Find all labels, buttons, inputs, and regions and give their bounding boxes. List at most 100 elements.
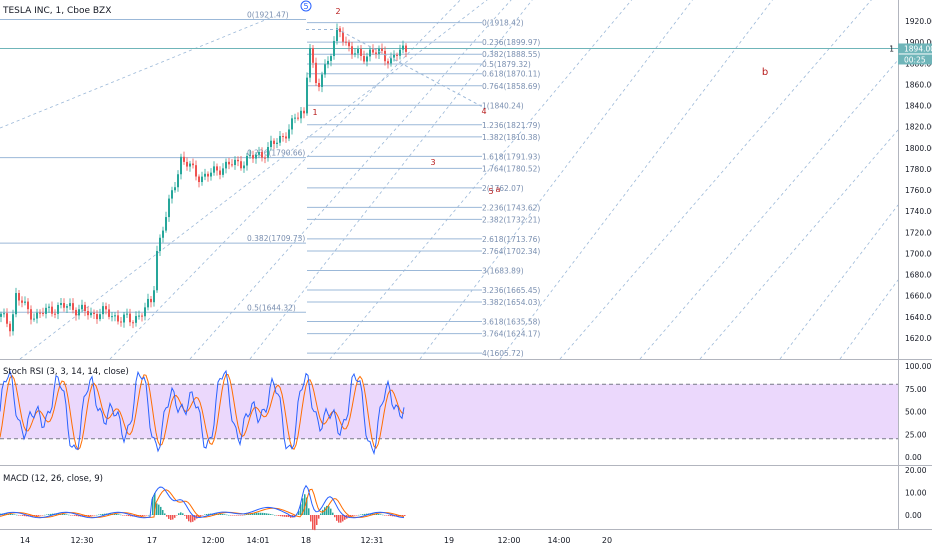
main-pane[interactable]: [0, 0, 898, 359]
candle-body[interactable]: [69, 303, 71, 307]
candle-body[interactable]: [222, 168, 224, 175]
fan-line[interactable]: [329, 0, 640, 360]
candle-body[interactable]: [180, 156, 182, 175]
candle-body[interactable]: [150, 298, 152, 303]
fan-line[interactable]: [0, 17, 271, 129]
candle-body[interactable]: [9, 323, 11, 332]
candle-body[interactable]: [318, 83, 320, 87]
candle-body[interactable]: [102, 306, 104, 315]
candle-body[interactable]: [312, 48, 314, 63]
candle-body[interactable]: [201, 176, 203, 183]
candle-body[interactable]: [258, 151, 260, 155]
candle-body[interactable]: [243, 165, 245, 169]
candle-body[interactable]: [156, 250, 158, 291]
candle-body[interactable]: [345, 41, 347, 43]
candle-body[interactable]: [303, 110, 305, 114]
candle-body[interactable]: [198, 176, 200, 183]
candle-body[interactable]: [186, 161, 188, 167]
candle-body[interactable]: [321, 74, 323, 87]
candle-body[interactable]: [396, 54, 398, 56]
candle-body[interactable]: [72, 303, 74, 310]
candle-body[interactable]: [78, 309, 80, 316]
candle-body[interactable]: [246, 155, 248, 166]
stoch-rsi-axis[interactable]: 100.00 75.00 50.00 25.00 0.00: [905, 362, 931, 462]
candle-body[interactable]: [342, 31, 344, 42]
wave-label-3[interactable]: 3: [430, 158, 435, 167]
candle-body[interactable]: [0, 313, 2, 317]
fib-extension-right[interactable]: 0(1918.42)0.236(1899.97)0.382(1888.55)0.…: [307, 19, 540, 358]
symbol-title[interactable]: TESLA INC, 1, Cboe BZX: [2, 6, 111, 16]
fan-line[interactable]: [249, 0, 540, 360]
candle-body[interactable]: [204, 173, 206, 177]
candle-body[interactable]: [3, 313, 5, 315]
candle-body[interactable]: [177, 174, 179, 188]
candle-body[interactable]: [225, 161, 227, 169]
candle-body[interactable]: [234, 159, 236, 166]
wave-label-circled-5[interactable]: 5: [303, 2, 308, 11]
candle-body[interactable]: [27, 301, 29, 310]
candle-body[interactable]: [114, 315, 116, 317]
candle-body[interactable]: [231, 164, 233, 166]
candle-body[interactable]: [240, 161, 242, 169]
candle-body[interactable]: [294, 117, 296, 119]
wave-label-a[interactable]: a: [496, 185, 501, 194]
candle-body[interactable]: [291, 118, 293, 130]
candle-body[interactable]: [252, 155, 254, 159]
candle-body[interactable]: [21, 300, 23, 303]
candle-body[interactable]: [363, 55, 365, 62]
candle-body[interactable]: [336, 28, 338, 42]
stoch-rsi-title[interactable]: Stoch RSI (3, 3, 14, 14, close): [3, 367, 129, 377]
candle-body[interactable]: [195, 165, 197, 177]
fan-line[interactable]: [419, 0, 700, 360]
candle-body[interactable]: [84, 304, 86, 311]
candle-body[interactable]: [15, 293, 17, 315]
wave-label-5[interactable]: 5: [488, 187, 493, 196]
gann-fan-lines[interactable]: [0, 0, 899, 360]
candle-body[interactable]: [93, 312, 95, 315]
candle-body[interactable]: [135, 316, 137, 323]
candle-body[interactable]: [51, 306, 53, 314]
candle-body[interactable]: [45, 307, 47, 314]
fan-line[interactable]: [19, 0, 500, 360]
fan-line[interactable]: [839, 279, 899, 360]
candle-body[interactable]: [330, 56, 332, 61]
wave-label-2[interactable]: 2: [335, 7, 340, 16]
candle-body[interactable]: [96, 314, 98, 320]
candle-body[interactable]: [126, 313, 128, 315]
candle-body[interactable]: [357, 48, 359, 54]
candle-body[interactable]: [75, 309, 77, 316]
stoch-rsi-d-line[interactable]: [0, 373, 405, 451]
price-candles[interactable]: [0, 23, 407, 337]
candle-body[interactable]: [159, 237, 161, 251]
price-axis[interactable]: 1920.001900.001880.001860.001840.001820.…: [905, 17, 932, 343]
wave-projection-line[interactable]: [306, 28, 485, 109]
candle-body[interactable]: [90, 312, 92, 316]
fan-line[interactable]: [499, 0, 780, 360]
candle-body[interactable]: [402, 45, 404, 50]
candle-body[interactable]: [39, 312, 41, 314]
candle-body[interactable]: [324, 64, 326, 75]
candle-body[interactable]: [297, 117, 299, 119]
candle-body[interactable]: [153, 290, 155, 303]
candle-body[interactable]: [63, 303, 65, 308]
candle-body[interactable]: [171, 190, 173, 199]
candle-body[interactable]: [249, 155, 251, 157]
macd-line[interactable]: [0, 484, 405, 519]
macd-title[interactable]: MACD (12, 26, close, 9): [3, 474, 103, 484]
candle-body[interactable]: [144, 307, 146, 317]
candle-body[interactable]: [183, 156, 185, 162]
candle-body[interactable]: [129, 313, 131, 323]
candle-body[interactable]: [255, 154, 257, 159]
candle-body[interactable]: [333, 41, 335, 57]
candle-body[interactable]: [30, 309, 32, 320]
fan-line[interactable]: [189, 0, 520, 360]
candle-body[interactable]: [168, 198, 170, 218]
fan-line[interactable]: [779, 204, 899, 360]
wave-5-circle[interactable]: [300, 0, 312, 12]
candle-body[interactable]: [300, 110, 302, 119]
candle-body[interactable]: [309, 48, 311, 78]
candle-body[interactable]: [273, 140, 275, 144]
candle-body[interactable]: [285, 136, 287, 139]
candle-body[interactable]: [381, 48, 383, 51]
